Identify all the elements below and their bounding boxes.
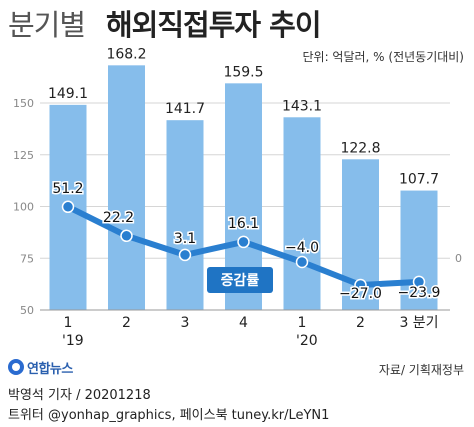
x-tick-label: 2	[122, 315, 131, 331]
social-line: 트위터 @yonhap_graphics, 페이스북 tuney.kr/LeYN…	[8, 408, 330, 423]
y-tick-label: 150	[13, 97, 34, 110]
right-tick-label: 0	[455, 252, 462, 265]
bar	[108, 65, 145, 311]
y-tick-label: 75	[20, 252, 34, 265]
growth-value-label: −27.0	[339, 286, 382, 302]
bar-value-label: 159.5	[223, 64, 263, 80]
bar-value-label: 141.7	[165, 101, 205, 117]
bar-value-label: 143.1	[282, 98, 322, 114]
growth-point	[237, 235, 250, 249]
growth-point	[61, 200, 75, 214]
y-tick-label: 50	[20, 304, 34, 317]
year-label: '20	[296, 333, 318, 349]
y-tick-label: 100	[13, 201, 34, 214]
x-tick-label: 2	[356, 315, 365, 331]
growth-point	[354, 278, 367, 292]
bar-value-label: 122.8	[340, 140, 380, 156]
credit-line: 박영석 기자 / 20201218	[8, 388, 151, 403]
bar-value-label: 107.7	[399, 172, 439, 188]
growth-value-label: −23.9	[398, 285, 441, 301]
growth-value-label: 22.2	[103, 210, 134, 226]
x-tick-label: 4	[239, 315, 248, 331]
logo: 연합뉴스	[8, 358, 73, 377]
title-light: 분기별	[8, 8, 86, 42]
growth-point	[178, 248, 192, 262]
header: 분기별 해외직접투자 추이	[0, 0, 474, 44]
y-tick-label: 125	[13, 149, 34, 162]
bar	[166, 120, 204, 310]
yonhap-logo-icon	[8, 359, 24, 375]
growth-point	[295, 255, 309, 269]
source-label: 자료/ 기획재정부	[378, 363, 464, 377]
growth-value-label: −4.0	[285, 240, 319, 256]
x-tick-label: 1	[64, 315, 73, 331]
line-legend-label: 증감률	[221, 272, 260, 289]
growth-value-label: 3.1	[174, 231, 196, 247]
logo-text: 연합뉴스	[27, 361, 73, 377]
bar	[400, 190, 438, 310]
bar-value-label: 149.1	[48, 86, 88, 102]
x-tick-label: 3	[181, 315, 190, 331]
x-tick-label: 1	[298, 315, 307, 331]
line-legend-box	[207, 267, 273, 293]
title-bold: 해외직접투자 추이	[106, 8, 322, 42]
growth-point	[412, 275, 426, 289]
bar	[283, 117, 321, 311]
unit-label: 단위: 억달러, % (전년동기대비)	[302, 50, 464, 64]
bar-value-label: 168.2	[106, 46, 146, 62]
growth-value-label: 51.2	[52, 181, 83, 197]
x-tick-label: 3 분기	[399, 315, 438, 331]
growth-point	[120, 229, 133, 243]
growth-value-label: 16.1	[228, 216, 259, 232]
year-label: '19	[62, 333, 84, 349]
